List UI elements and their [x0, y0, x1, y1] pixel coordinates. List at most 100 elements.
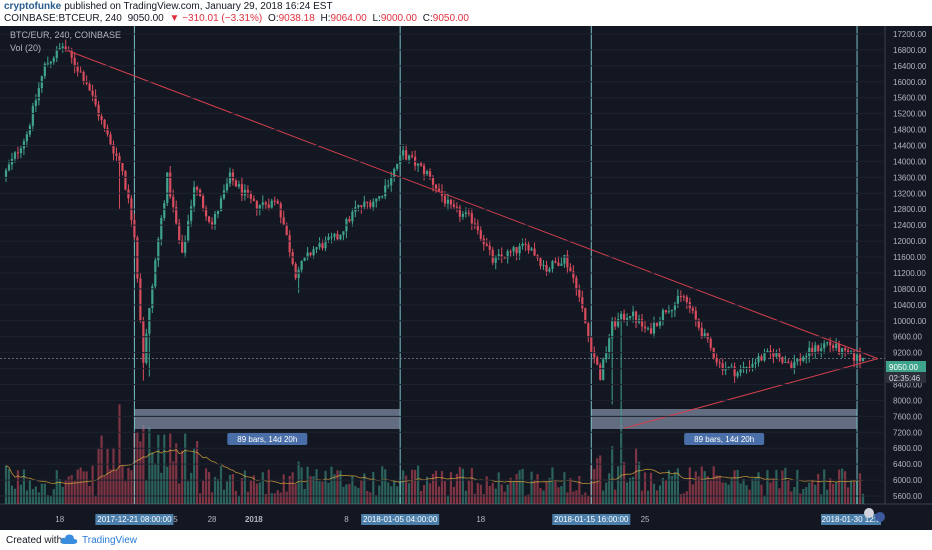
volume-bar	[464, 490, 467, 504]
candle-body	[694, 310, 697, 320]
candle-body	[649, 328, 653, 334]
candle-body	[258, 204, 261, 209]
volume-bar	[115, 469, 118, 504]
volume-bar	[255, 483, 258, 504]
volume-bar	[473, 493, 476, 504]
candle-body	[252, 198, 255, 202]
volume-bar	[787, 479, 790, 504]
candle-body	[611, 320, 614, 339]
volume-bar	[709, 480, 712, 504]
candle-body	[207, 216, 211, 222]
volume-bar	[449, 472, 453, 504]
y-tick-label: 13200.00	[893, 189, 927, 198]
y-tick-label: 10800.00	[893, 285, 927, 294]
author-link[interactable]: cryptofunke	[4, 1, 62, 12]
chart-area[interactable]: 89 bars, 14d 20h 89 bars, 14d 20h 5600.00…	[0, 26, 932, 530]
candle-body	[634, 311, 638, 323]
volume-bar	[841, 468, 844, 504]
volume-bar	[124, 481, 127, 504]
candle-body	[808, 347, 811, 357]
volume-bar	[772, 477, 775, 504]
volume-bar	[309, 476, 312, 504]
candle-body	[306, 252, 309, 258]
volume-bar	[70, 475, 73, 504]
volume-bar	[479, 484, 482, 504]
settings-icon[interactable]	[864, 508, 874, 518]
candle-body	[378, 196, 381, 199]
candle-body	[676, 295, 679, 304]
candle-body	[787, 361, 790, 364]
volume-bar	[742, 478, 745, 504]
volume-bar	[422, 485, 426, 504]
volume-bar	[196, 441, 199, 504]
y-tick-label: 8400.00	[893, 381, 922, 390]
candle-body	[829, 342, 832, 346]
volume-bar	[700, 466, 703, 504]
volume-bar	[288, 475, 291, 504]
volume-bar	[575, 490, 578, 504]
auto-scale-icon[interactable]	[875, 512, 885, 522]
candle-body	[455, 206, 459, 208]
volume-bar	[506, 484, 509, 504]
volume-bar	[46, 495, 49, 504]
candle-body	[527, 244, 530, 251]
tradingview-link[interactable]: TradingView	[82, 535, 138, 546]
volume-bar	[246, 491, 249, 504]
price-axis: 5600.00 6000.00 6400.00 6800.00 7200.00 7600.…	[0, 30, 927, 501]
range-box	[134, 409, 401, 429]
candle-body	[288, 235, 291, 253]
range-label: 89 bars, 14d 20h	[694, 435, 754, 444]
candle-body	[100, 116, 103, 120]
candle-body	[139, 278, 142, 321]
candle-body	[539, 258, 542, 266]
candle-body	[631, 311, 635, 317]
volume-bar	[258, 482, 261, 504]
x-highlight-box	[552, 514, 631, 525]
candle-body	[587, 323, 590, 337]
candle-body	[515, 247, 518, 254]
candle-body	[593, 351, 596, 358]
volume-bar	[321, 481, 324, 504]
candle-body	[103, 119, 106, 128]
y-tick-label: 10400.00	[893, 301, 927, 310]
volume-bar	[593, 469, 596, 504]
candle-body	[372, 201, 375, 207]
volume-bar	[393, 480, 396, 504]
volume-bar	[628, 477, 632, 504]
candle-body	[796, 358, 799, 362]
candle-body	[127, 189, 130, 199]
candle-body	[204, 207, 208, 217]
candle-body	[718, 362, 721, 364]
volume-bar	[193, 448, 196, 504]
volume-bar	[210, 492, 214, 504]
candle-body	[31, 106, 34, 126]
candle-body	[64, 46, 67, 51]
volume-bar	[781, 470, 784, 504]
candle-body	[799, 358, 802, 361]
range-label-box	[227, 433, 308, 445]
x-highlight-label: 2017-12-21 08:00:00	[97, 515, 172, 524]
volume-bar	[805, 487, 808, 504]
volume-bar	[100, 435, 103, 504]
candle-body	[16, 152, 20, 154]
candle-body	[590, 336, 593, 352]
candle-body	[118, 155, 121, 163]
volume-bar	[697, 476, 700, 504]
volume-bar	[760, 484, 763, 504]
candle-body	[605, 352, 608, 360]
x-highlight-box	[361, 514, 440, 525]
volume-bar	[312, 476, 315, 504]
volume-bar	[817, 473, 820, 504]
volume-bar	[560, 486, 563, 504]
volume-bar	[408, 483, 411, 504]
volume-bar	[521, 468, 524, 504]
volume-bar	[351, 475, 354, 504]
low-value: 9000.00	[380, 13, 417, 24]
volume-bar	[614, 489, 617, 504]
volume-bar	[512, 481, 515, 504]
volume-bar	[775, 469, 778, 504]
low-label: L:	[372, 13, 381, 24]
volume-bar	[440, 471, 444, 504]
volume-bar	[563, 472, 566, 504]
candle-body	[261, 202, 264, 205]
